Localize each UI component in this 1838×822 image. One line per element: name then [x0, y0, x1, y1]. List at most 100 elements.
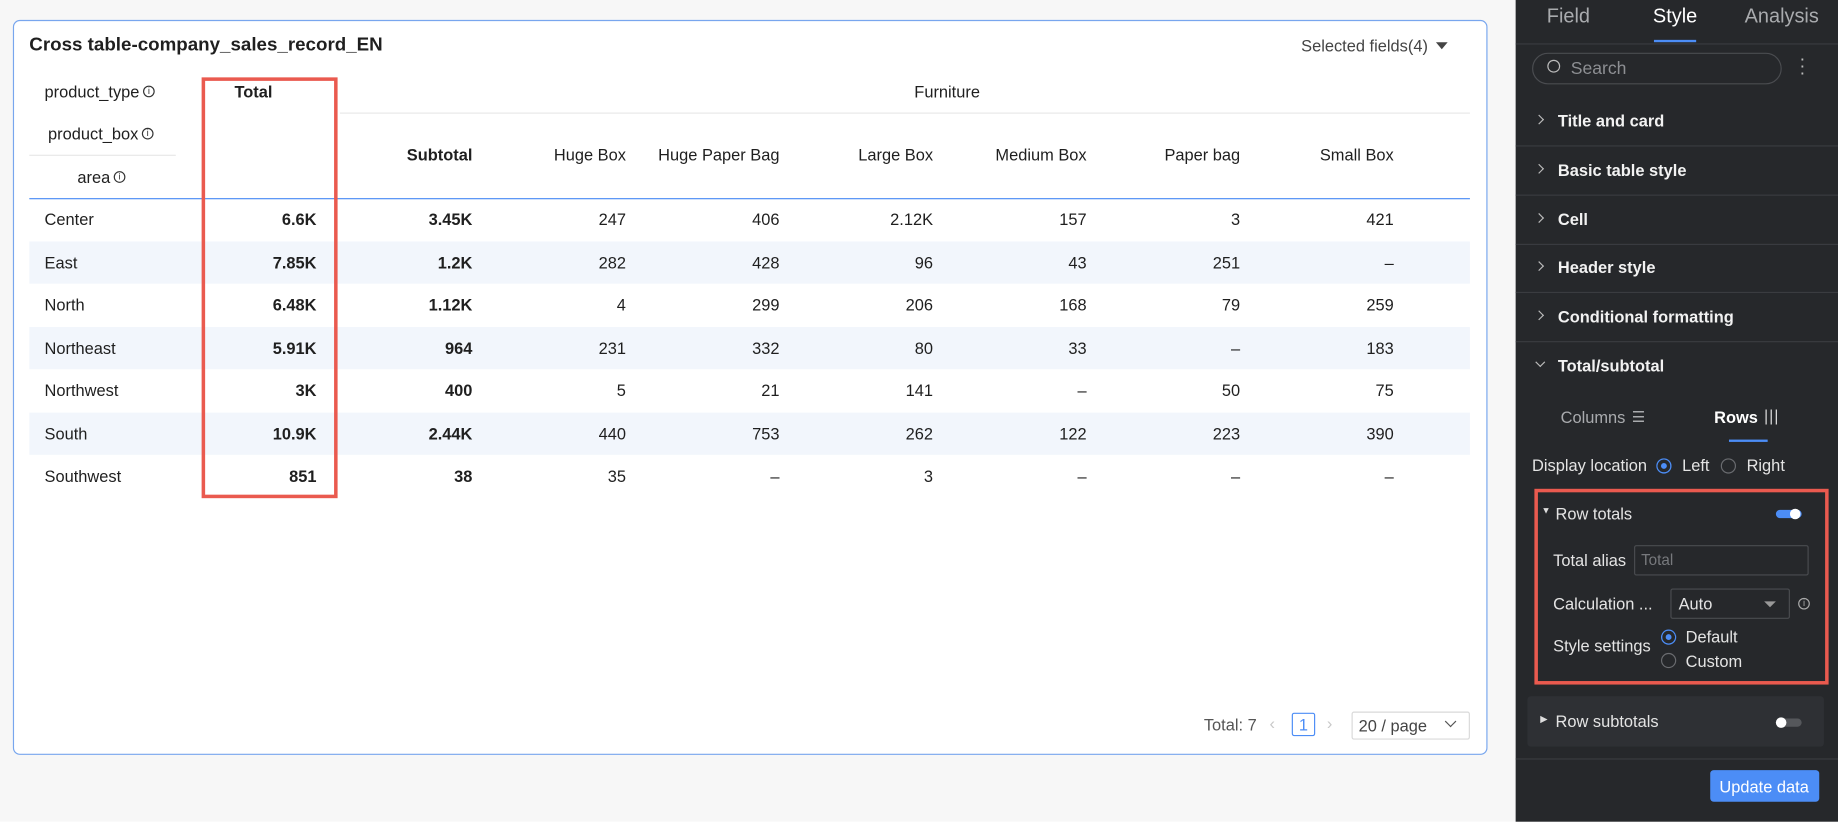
- column-header: Paper bag: [1164, 145, 1241, 165]
- cell: 1.12K: [428, 295, 473, 315]
- cell: 440: [598, 423, 626, 443]
- section-title[interactable]: Conditional formatting: [1557, 307, 1734, 327]
- column-header: Subtotal: [406, 145, 473, 165]
- cell: 157: [1059, 209, 1087, 229]
- cell: 428: [752, 252, 780, 272]
- radio[interactable]: [1656, 458, 1672, 474]
- cell: 168: [1059, 295, 1087, 315]
- radio-label: Left: [1682, 455, 1710, 475]
- highlight-row-totals: [1534, 488, 1829, 685]
- subtotal-card: [1527, 696, 1824, 747]
- tab[interactable]: Field: [1546, 4, 1590, 27]
- cell: 3.45K: [428, 209, 473, 229]
- field-label: Style settings: [1553, 636, 1651, 656]
- group-header: Furniture: [914, 82, 980, 101]
- field-label: Total alias: [1553, 550, 1627, 570]
- cell: 80: [914, 338, 934, 357]
- cell: 7.85K: [272, 252, 317, 272]
- page-size-select[interactable]: [1351, 711, 1470, 740]
- cell: 851: [289, 466, 317, 486]
- cell: 38: [454, 466, 473, 486]
- tab[interactable]: Style: [1652, 4, 1698, 27]
- corner-header: area: [77, 167, 111, 187]
- update-button[interactable]: [1710, 770, 1820, 802]
- row-header: South: [44, 423, 88, 443]
- column-header: Large Box: [858, 145, 934, 165]
- radio-label: Default: [1685, 627, 1738, 646]
- subtab[interactable]: Rows: [1714, 407, 1758, 427]
- next-page[interactable]: ›: [1326, 713, 1333, 733]
- cell: 1.2K: [437, 252, 473, 272]
- row-header: Northwest: [44, 380, 119, 400]
- page-box[interactable]: [1291, 712, 1316, 737]
- cell: 332: [752, 338, 780, 357]
- section-title[interactable]: Cell: [1557, 209, 1588, 229]
- card-title: Cross table-company_sales_record_EN: [29, 35, 383, 56]
- button-label[interactable]: Update data: [1719, 777, 1809, 796]
- cell: 251: [1212, 252, 1241, 272]
- caret: ▶: [1540, 713, 1548, 725]
- section-divider: [1515, 194, 1838, 196]
- section-title[interactable]: Title and card: [1557, 111, 1665, 131]
- more-icon[interactable]: · · ·: [1799, 49, 1806, 84]
- column-header: Small Box: [1319, 145, 1394, 165]
- cell: 43: [1068, 252, 1087, 272]
- toggle-off[interactable]: [1775, 718, 1802, 727]
- cell: 2.44K: [428, 423, 473, 443]
- field-label: Display location: [1532, 455, 1648, 475]
- total-header: Total: [234, 82, 273, 101]
- cell: –: [1077, 466, 1087, 486]
- cell: 6.6K: [281, 209, 317, 229]
- cell: 206: [905, 295, 934, 315]
- row-stripe: [29, 240, 1470, 284]
- cell: 122: [1059, 423, 1087, 443]
- cell: 421: [1366, 209, 1394, 229]
- toggle-knob: [1789, 508, 1801, 520]
- cell: –: [1231, 338, 1241, 357]
- info-icon: i: [141, 127, 154, 140]
- cell: 247: [598, 209, 626, 229]
- cell: –: [1384, 252, 1394, 272]
- subtab[interactable]: Columns: [1560, 407, 1626, 427]
- cell: 964: [445, 338, 473, 357]
- radio[interactable]: [1660, 629, 1677, 645]
- page-number[interactable]: 1: [1298, 715, 1309, 734]
- corner-header: product_box: [48, 124, 139, 144]
- page-size: 20 / page: [1358, 716, 1428, 735]
- group-title: Row totals: [1555, 504, 1633, 523]
- selected-fields[interactable]: Selected fields(4): [1301, 36, 1428, 56]
- cell: 6.48K: [272, 295, 317, 315]
- alias-input[interactable]: [1634, 545, 1809, 576]
- search-box[interactable]: [1532, 52, 1782, 85]
- prev-page[interactable]: ‹: [1269, 713, 1275, 733]
- cell: 79: [1221, 295, 1241, 315]
- section-title[interactable]: Header style: [1557, 258, 1656, 278]
- cell: –: [1077, 380, 1087, 400]
- cell: 400: [445, 380, 473, 400]
- toggle-on[interactable]: [1775, 509, 1802, 519]
- side-panel: [1515, 0, 1838, 822]
- cell: 299: [752, 295, 780, 315]
- list-icon: ☰: [1631, 407, 1646, 426]
- tab[interactable]: Analysis: [1744, 4, 1819, 27]
- radio[interactable]: [1660, 652, 1677, 669]
- radio[interactable]: [1720, 458, 1737, 474]
- cell: 223: [1212, 423, 1241, 443]
- cell: 259: [1366, 295, 1394, 315]
- dropdown-caret: [1435, 42, 1448, 50]
- cell: 753: [752, 423, 780, 443]
- field-label: Calculation ...: [1553, 594, 1653, 614]
- caret: ▼: [1541, 505, 1551, 516]
- cell: 3: [923, 466, 934, 486]
- cell: 96: [914, 252, 934, 272]
- section-title[interactable]: Total/subtotal: [1557, 356, 1665, 376]
- calc-select[interactable]: [1670, 588, 1790, 619]
- search-placeholder: Search: [1570, 58, 1627, 79]
- row-header: East: [44, 252, 78, 272]
- info-icon: i: [143, 85, 155, 98]
- info-icon: i: [113, 171, 126, 183]
- section-title[interactable]: Basic table style: [1557, 160, 1687, 180]
- corner-header: product_type: [44, 82, 140, 101]
- radio-label: Custom: [1685, 651, 1743, 671]
